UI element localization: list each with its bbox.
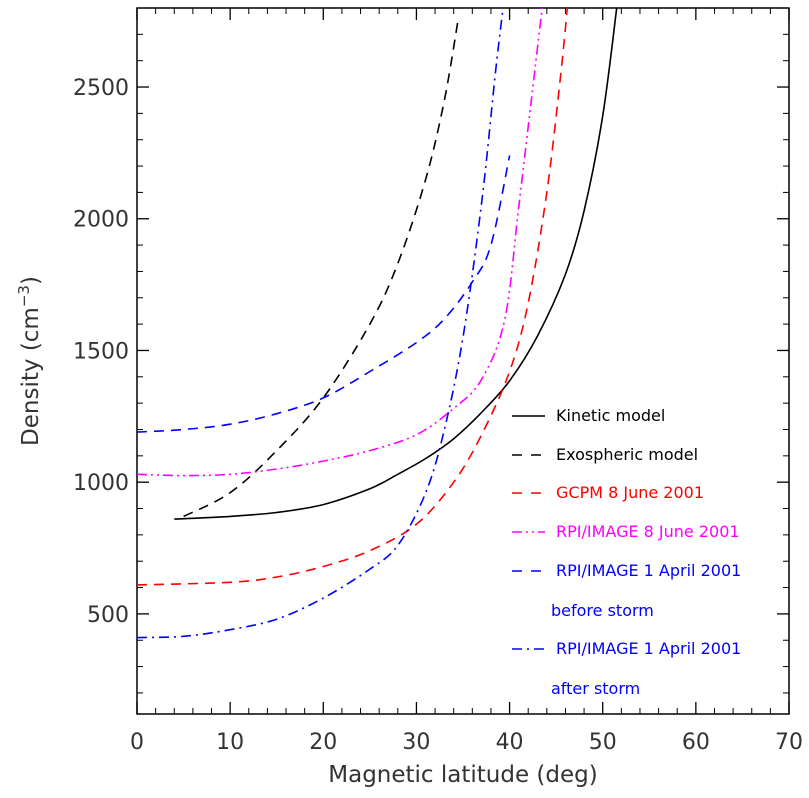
legend-label-2: Exospheric model (556, 445, 698, 464)
legend-label-5: RPI/IMAGE 1 April 2001 (556, 561, 741, 580)
x-tick-label: 50 (589, 730, 617, 755)
x-tick-label: 70 (775, 730, 803, 755)
y-axis-title-exponent: −3 (15, 285, 33, 307)
y-axis-title-close: ) (18, 276, 44, 285)
x-tick-label: 20 (309, 730, 337, 755)
y-tick-label: 2500 (73, 76, 129, 101)
series-line-4 (137, 8, 543, 477)
x-tick-label: 60 (682, 730, 710, 755)
legend-label-6: RPI/IMAGE 1 April 2001 (556, 639, 741, 658)
legend-label-1: Kinetic model (556, 406, 665, 425)
series-line-1 (174, 8, 618, 520)
y-tick-label: 500 (87, 603, 129, 628)
series-line-5 (137, 155, 511, 433)
x-tick-label: 0 (130, 730, 144, 755)
y-tick-label: 2000 (73, 208, 129, 233)
x-tick-label: 30 (402, 730, 430, 755)
legend-sublabel-5: before storm (551, 601, 654, 620)
plot-frame (136, 7, 790, 715)
legend: Kinetic model Exospheric model GCPM 8 June… (512, 406, 741, 698)
x-axis-title: Magnetic latitude (deg) (328, 762, 597, 788)
y-tick-label: 1500 (73, 339, 129, 364)
axis-ticks (136, 7, 790, 714)
series-line-2 (183, 18, 460, 518)
y-axis-title-main: Density (cm (18, 307, 44, 446)
x-tick-label: 40 (496, 730, 524, 755)
legend-label-4: RPI/IMAGE 8 June 2001 (556, 522, 740, 541)
y-tick-label: 1000 (73, 471, 129, 496)
x-tick-label: 10 (216, 730, 244, 755)
series-line-3 (137, 8, 569, 586)
legend-sublabel-6: after storm (551, 679, 640, 698)
y-axis-title: Density (cm−3) (15, 276, 44, 446)
series-layer (137, 8, 618, 639)
series-line-6 (137, 8, 504, 639)
tick-labels: 0 10 20 30 40 50 60 70 500 1000 1500 2000 2500 (73, 76, 803, 755)
legend-label-3: GCPM 8 June 2001 (556, 483, 704, 502)
